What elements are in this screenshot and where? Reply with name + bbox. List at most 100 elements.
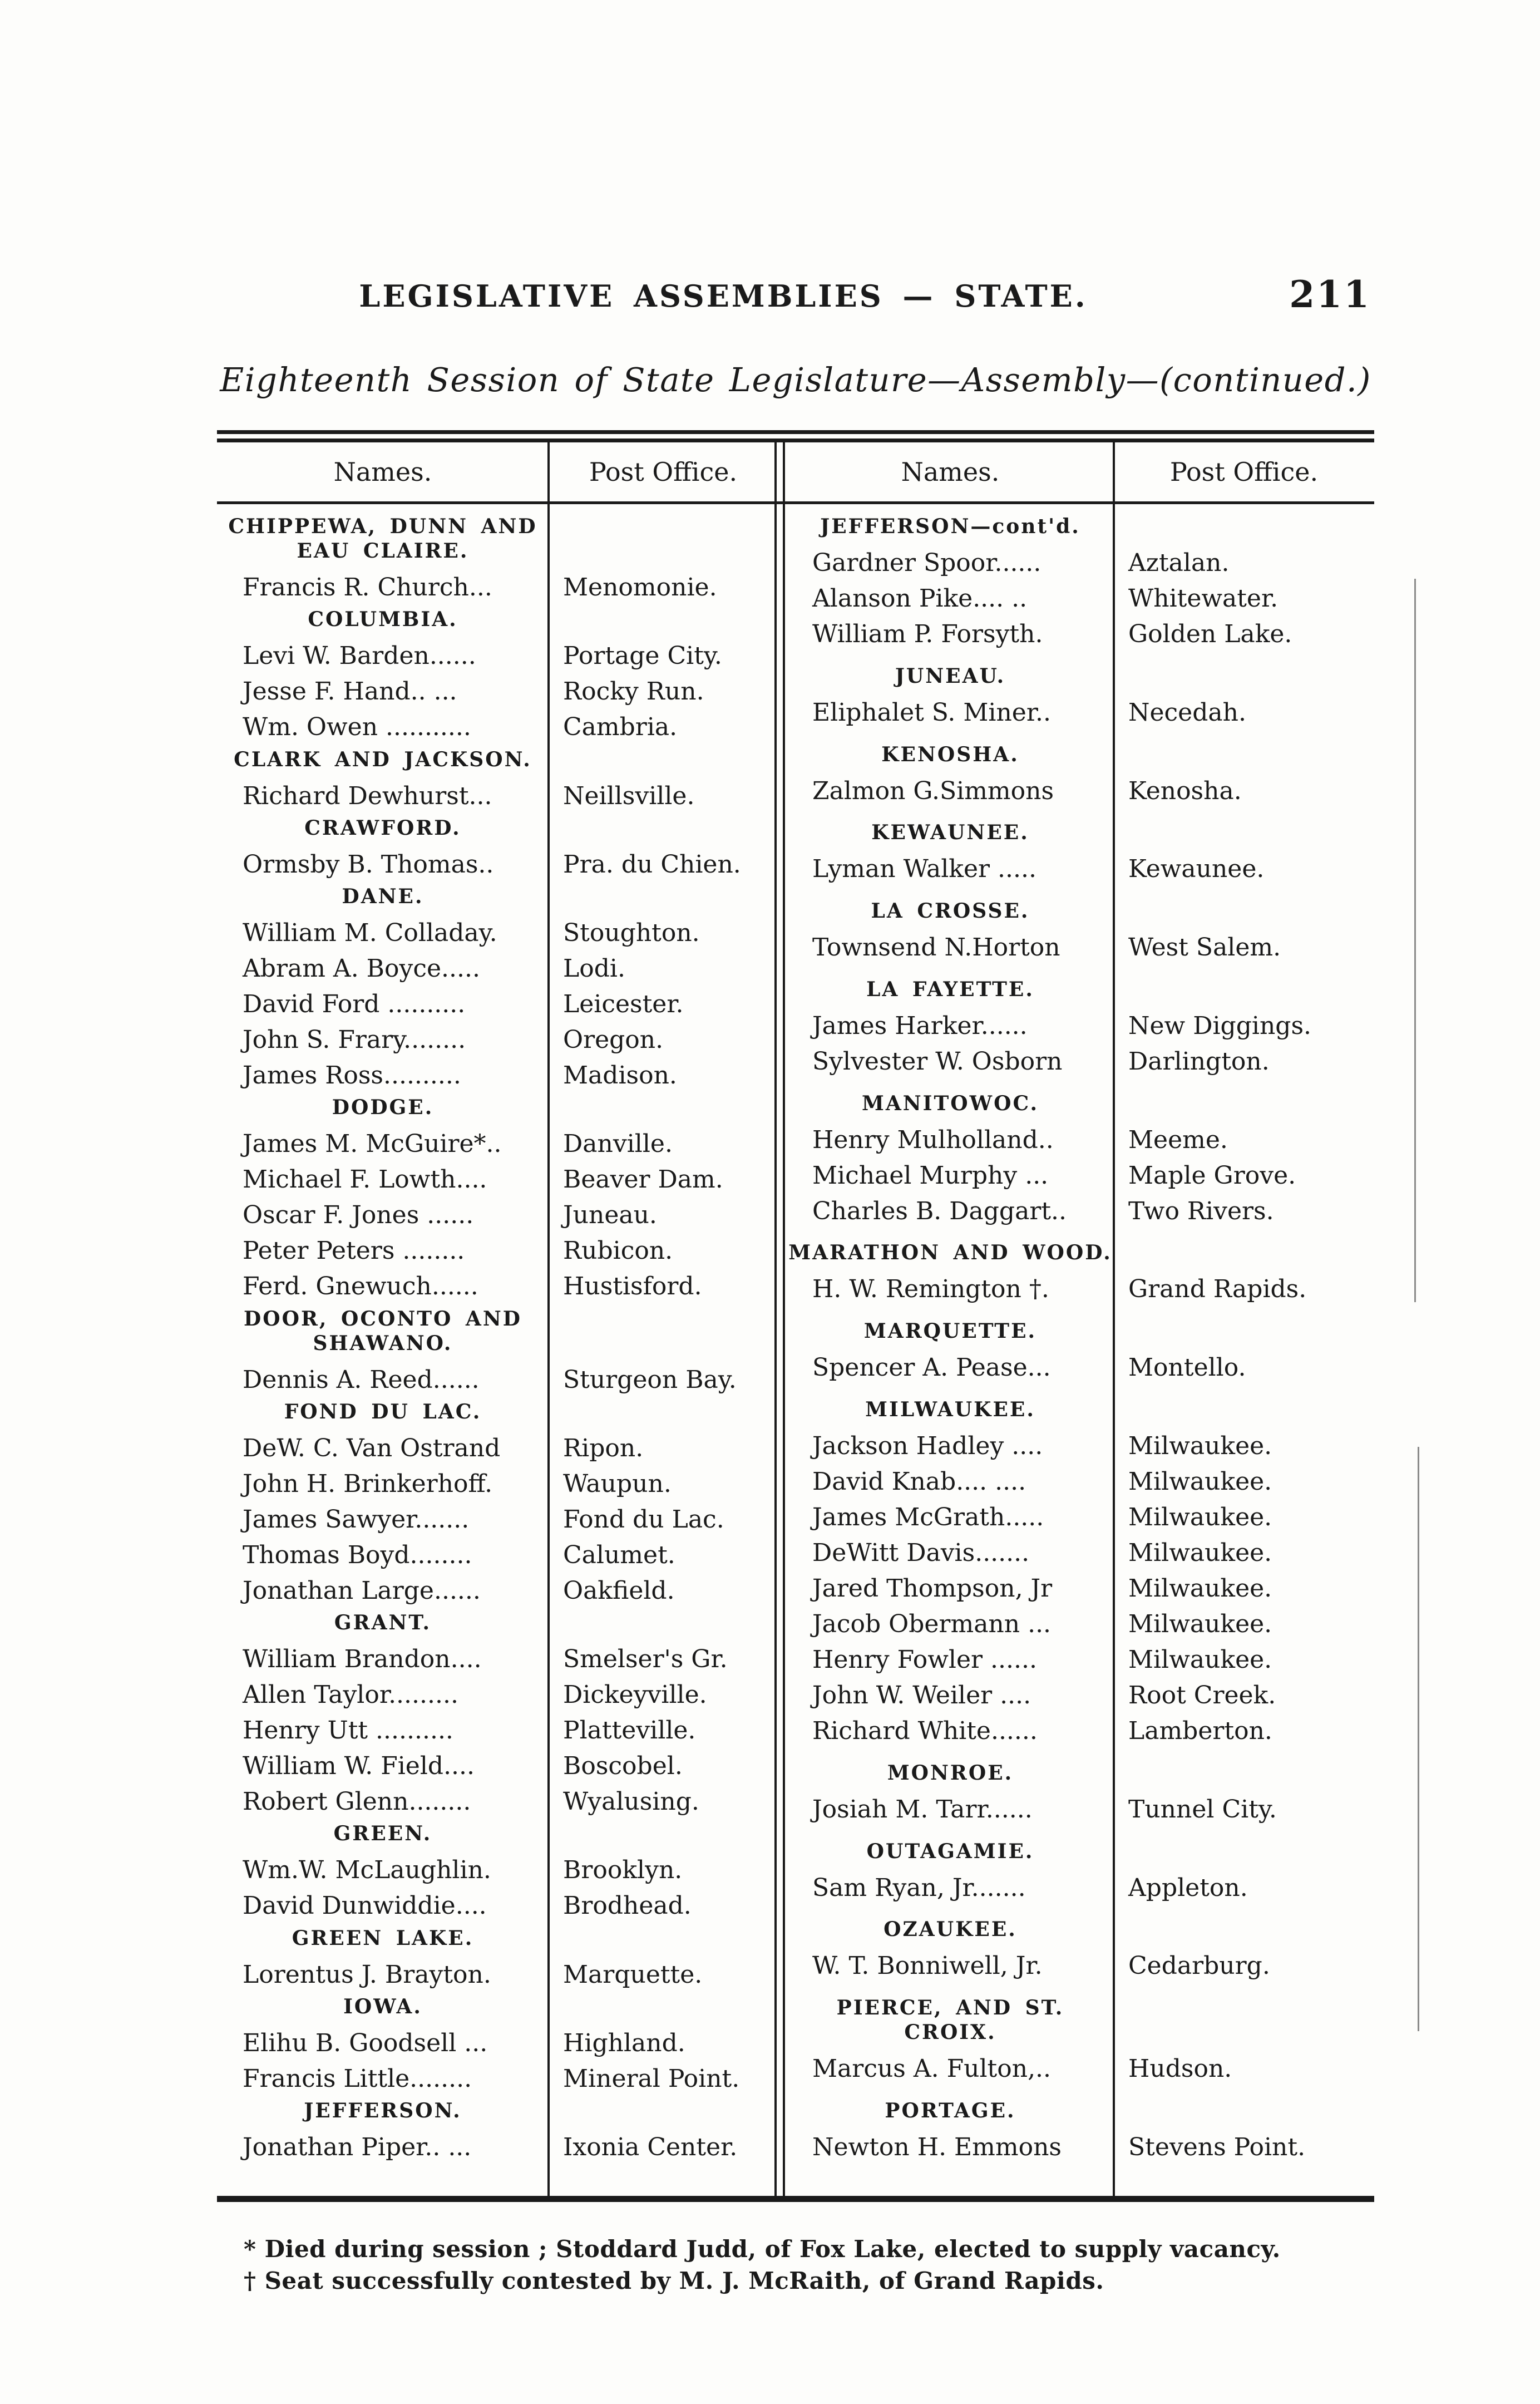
scan-edge-artifact	[1414, 579, 1416, 1302]
member-name: Francis Little........	[243, 2064, 472, 2093]
member-name: Sylvester W. Osborn	[812, 1047, 1063, 1076]
post-office: Meeme.	[1128, 1125, 1228, 1154]
member-name: Charles B. Daggart..	[812, 1196, 1067, 1225]
post-office: Neillsville.	[563, 781, 695, 810]
member-name: Jonathan Piper.. ...	[243, 2133, 472, 2161]
county-header: JUNEAU.	[895, 664, 1006, 688]
county-section: DODGE. James M. McGuire*.. Danville. Michae…	[217, 1095, 778, 1304]
member-name: Robert Glenn........	[243, 1787, 471, 1816]
member-name: Richard White......	[812, 1717, 1038, 1746]
post-office: Danville.	[563, 1130, 673, 1159]
post-office: Hustisford.	[563, 1272, 702, 1301]
post-office: Milwaukee.	[1128, 1539, 1272, 1568]
post-office: Dickeyville.	[563, 1681, 707, 1709]
table-row: Newton H. Emmons Stevens Point.	[787, 2130, 1374, 2165]
post-office: Whitewater.	[1128, 584, 1279, 613]
county-header: MANITOWOC.	[861, 1091, 1039, 1115]
post-office: Milwaukee.	[1128, 1467, 1272, 1496]
post-office: Smelser's Gr.	[563, 1645, 728, 1673]
county-section: FOND DU LAC. DeW. C. Van Ostrand Ripon. Joh…	[217, 1400, 778, 1609]
post-office: Juneau.	[563, 1201, 657, 1230]
table-body: CHIPPEWA, DUNN AND EAU CLAIRE. Francis R.…	[217, 504, 1374, 2196]
county-section: CLARK AND JACKSON. Richard Dewhurst... Nei…	[217, 747, 778, 814]
county-header: MARATHON AND WOOD.	[788, 1241, 1112, 1265]
member-name: James Ross..........	[243, 1061, 461, 1090]
member-name: John H. Brinkerhoff.	[243, 1469, 493, 1498]
table-row: Eliphalet S. Miner.. Necedah.	[787, 695, 1374, 731]
table-row: Levi W. Barden...... Portage City.	[217, 638, 778, 674]
county-section: GREEN. Wm.W. McLaughlin. Brooklyn. David Du…	[217, 1821, 778, 1924]
county-section: DOOR, OCONTO AND SHAWANO. Dennis A. Reed.…	[217, 1307, 778, 1398]
member-name: Henry Mulholland..	[812, 1125, 1054, 1154]
post-office: Kewaunee.	[1128, 855, 1265, 884]
column-divider-left	[547, 442, 550, 2196]
county-header: COLUMBIA.	[308, 608, 458, 632]
county-header: LA FAYETTE.	[866, 977, 1034, 1001]
table-row: Henry Utt .......... Platteville.	[217, 1713, 778, 1748]
county-header: MILWAUKEE.	[865, 1398, 1035, 1422]
page-header: LEGISLATIVE ASSEMBLIES — STATE. 211	[217, 273, 1374, 326]
table-row: James Ross.......... Madison.	[217, 1058, 778, 1093]
member-name: Townsend N.Horton	[812, 933, 1060, 962]
post-office: Milwaukee.	[1128, 1646, 1272, 1674]
table-row: James McGrath..... Milwaukee.	[787, 1500, 1374, 1535]
member-name: Gardner Spoor......	[812, 549, 1042, 577]
table-row: Ferd. Gnewuch...... Hustisford.	[217, 1269, 778, 1304]
post-office: Pra. du Chien.	[563, 850, 741, 879]
post-office: Oregon.	[563, 1026, 664, 1054]
table-row: Sylvester W. Osborn Darlington.	[787, 1044, 1374, 1080]
table-row: Richard Dewhurst... Neillsville.	[217, 779, 778, 814]
member-name: Oscar F. Jones ......	[243, 1201, 474, 1230]
member-name: Jackson Hadley ....	[812, 1432, 1043, 1461]
county-header: IOWA.	[343, 1994, 422, 2018]
footnotes: * Died during session ; Stoddard Judd, o…	[217, 2233, 1374, 2297]
table-row: Michael F. Lowth.... Beaver Dam.	[217, 1162, 778, 1198]
table-row: Elihu B. Goodsell ... Highland.	[217, 2026, 778, 2061]
member-name: James Harker......	[812, 1011, 1028, 1040]
page-title: LEGISLATIVE ASSEMBLIES — STATE.	[359, 278, 1088, 314]
post-office: Rubicon.	[563, 1237, 673, 1265]
table-row: William W. Field.... Boscobel.	[217, 1748, 778, 1784]
post-office: Cedarburg.	[1128, 1952, 1270, 1981]
scan-edge-artifact	[1418, 1447, 1419, 2031]
post-office: Two Rivers.	[1128, 1196, 1274, 1225]
post-office: Kenosha.	[1128, 776, 1242, 805]
county-section: COLUMBIA. Levi W. Barden...... Portage Cit…	[217, 607, 778, 745]
member-name: Elihu B. Goodsell ...	[243, 2028, 488, 2057]
county-section: MONROE. Josiah M. Tarr...... Tunnel City.	[787, 1761, 1374, 1827]
county-section: MARQUETTE. Spencer A. Pease... Montello.	[787, 1319, 1374, 1386]
member-name: William W. Field....	[243, 1752, 475, 1780]
county-header: GREEN LAKE.	[292, 1926, 474, 1950]
table-row: Wm.W. McLaughlin. Brooklyn.	[217, 1853, 778, 1888]
table-row: John S. Frary........ Oregon.	[217, 1022, 778, 1058]
county-header: DODGE.	[332, 1096, 434, 1120]
header-post-office-right: Post Office.	[1169, 457, 1319, 487]
member-name: John S. Frary........	[243, 1026, 466, 1054]
member-name: Henry Fowler ......	[812, 1646, 1037, 1674]
county-header: PORTAGE.	[885, 2098, 1016, 2122]
table-row: Zalmon G.Simmons Kenosha.	[787, 774, 1374, 809]
member-name: Lorentus J. Brayton.	[243, 1960, 491, 1989]
post-office: Rocky Run.	[563, 677, 704, 706]
county-section: JUNEAU. Eliphalet S. Miner.. Necedah.	[787, 664, 1374, 731]
footnote-died-during-session: * Died during session ; Stoddard Judd, o…	[244, 2235, 1281, 2263]
member-name: DeWitt Davis.......	[812, 1539, 1030, 1568]
table-row: Alanson Pike.... .. Whitewater.	[787, 581, 1374, 617]
post-office: Golden Lake.	[1128, 620, 1292, 648]
table-row: Ormsby B. Thomas.. Pra. du Chien.	[217, 847, 778, 883]
member-name: Josiah M. Tarr......	[812, 1795, 1033, 1824]
county-header: CHIPPEWA, DUNN AND EAU CLAIRE.	[228, 515, 537, 563]
post-office: Calumet.	[563, 1540, 675, 1569]
table-row: Thomas Boyd........ Calumet.	[217, 1538, 778, 1573]
post-office: Lamberton.	[1128, 1717, 1272, 1746]
table-row: James Harker...... New Diggings.	[787, 1008, 1374, 1044]
post-office: Oakfield.	[563, 1576, 675, 1605]
post-office: Marquette.	[563, 1960, 703, 1989]
table-row: Jared Thompson, Jr Milwaukee.	[787, 1571, 1374, 1607]
table-row: Jonathan Large...... Oakfield.	[217, 1573, 778, 1609]
county-section: OZAUKEE. W. T. Bonniwell, Jr. Cedarburg.	[787, 1917, 1374, 1984]
table-row: Sam Ryan, Jr....... Appleton.	[787, 1870, 1374, 1906]
post-office: Milwaukee.	[1128, 1432, 1272, 1461]
table-row: Wm. Owen ........... Cambria.	[217, 710, 778, 745]
county-header: OZAUKEE.	[883, 1918, 1017, 1942]
